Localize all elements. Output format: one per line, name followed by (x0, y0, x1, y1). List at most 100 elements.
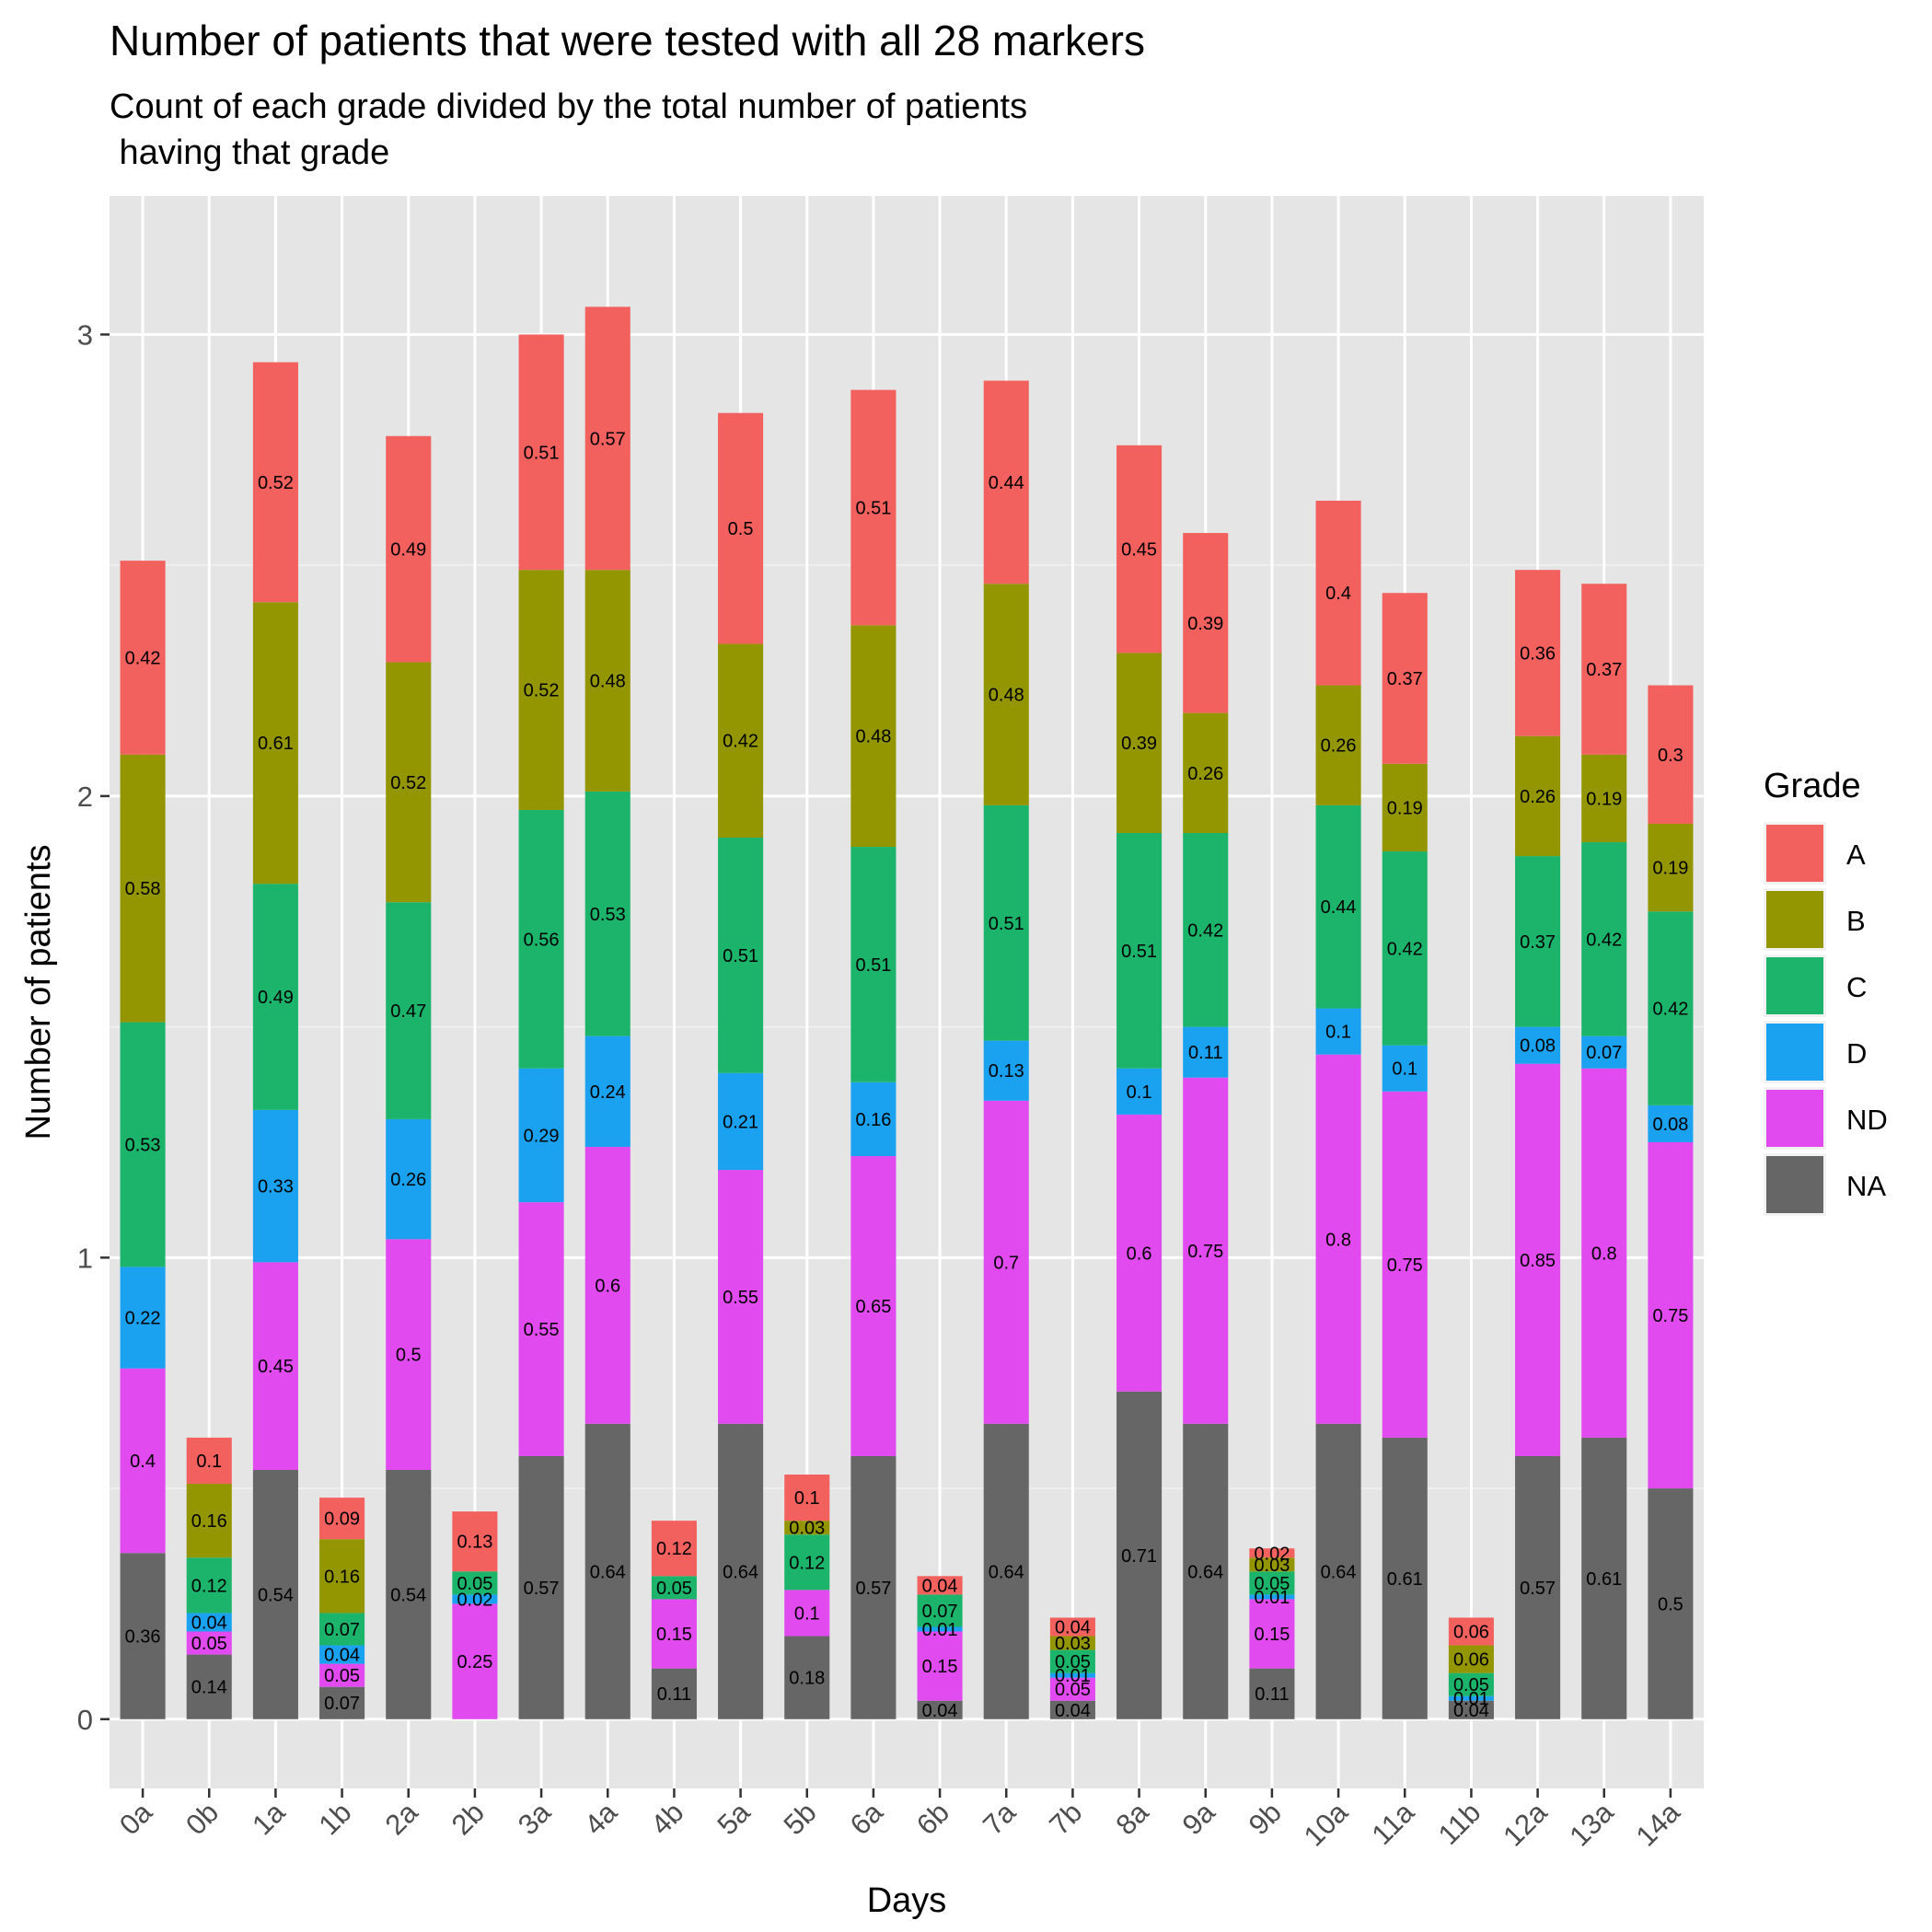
bar-label: 0.52 (258, 473, 294, 493)
bar-segment-c (319, 1613, 365, 1646)
bar-segment-a (1382, 593, 1428, 764)
bar-segment-c (1249, 1571, 1295, 1595)
bar-label: 0.1 (794, 1488, 820, 1509)
bar-label: 0.4 (130, 1452, 156, 1472)
bar-segment-nd (1049, 1677, 1095, 1701)
bar-segment-c (1448, 1672, 1494, 1696)
legend-swatch-a (1766, 825, 1823, 882)
bar-segment-na (1116, 1391, 1163, 1719)
bar-label: 0.42 (1187, 920, 1223, 941)
x-axis-title: Days (867, 1881, 947, 1920)
bar-segment-d (1581, 1035, 1627, 1069)
bar-segment-c (1581, 842, 1627, 1036)
bar-label: 0.18 (789, 1669, 825, 1689)
bar-label: 0.48 (590, 672, 626, 692)
bar-segment-nd (1648, 1141, 1694, 1489)
bar-segment-a (252, 362, 298, 603)
bar-segment-c (1315, 804, 1361, 1009)
bar-label: 0.26 (1520, 787, 1556, 807)
bar-segment-a (1448, 1617, 1494, 1646)
bar-label: 0.64 (590, 1562, 626, 1582)
bar-label: 0.12 (656, 1539, 692, 1559)
x-tick-label: 11b (1432, 1796, 1487, 1851)
x-tick-label: 8a (1109, 1796, 1155, 1842)
bar-label: 0.57 (524, 1579, 560, 1599)
y-tick-label: 1 (77, 1242, 93, 1274)
x-tick-label: 13a (1563, 1796, 1620, 1853)
bar-label: 0.3 (1658, 746, 1683, 766)
bar-label: 0.75 (1652, 1306, 1688, 1326)
bar-label: 0.1 (1325, 1023, 1351, 1043)
bar-label: 0.65 (855, 1297, 891, 1317)
bar-label: 0.01 (1453, 1689, 1489, 1709)
bar-label: 0.37 (1387, 669, 1423, 689)
bar-label: 0.51 (855, 955, 891, 976)
bar-label: 0.1 (196, 1452, 222, 1472)
bar-segment-a (120, 561, 166, 755)
bar-label: 0.8 (1591, 1244, 1617, 1264)
bar-segment-nd (983, 1100, 1029, 1424)
bar-segment-d (120, 1267, 166, 1369)
bar-label: 0.02 (1254, 1544, 1290, 1564)
y-axis-title: Number of patients (19, 844, 58, 1140)
bar-segment-d (917, 1626, 963, 1632)
x-tick-label: 2b (445, 1796, 491, 1841)
bar-segment-a (1049, 1617, 1095, 1637)
bar-label: 0.42 (125, 648, 161, 668)
bar-segment-a (784, 1475, 830, 1521)
bar-segment-na (1581, 1437, 1627, 1719)
bar-label: 0.16 (324, 1567, 360, 1587)
bar-label: 0.37 (1586, 660, 1622, 680)
bar-segment-d (1315, 1008, 1361, 1055)
bar-label: 0.05 (457, 1574, 492, 1594)
x-tick-label: 6b (910, 1796, 955, 1841)
bar-label: 0.5 (396, 1346, 422, 1366)
bar-segment-a (1648, 685, 1694, 824)
bar-segment-b (1049, 1636, 1095, 1650)
bar-label: 0.33 (258, 1177, 294, 1197)
bar-segment-a (983, 380, 1029, 584)
bar-label: 0.05 (1055, 1680, 1091, 1700)
bar-segment-a (1116, 445, 1163, 654)
bar-label: 0.11 (1255, 1684, 1289, 1705)
bar-segment-na (1515, 1455, 1561, 1719)
chart-subtitle-line-2: having that grade (110, 133, 389, 172)
bar-segment-c (1049, 1649, 1095, 1673)
bar-label: 0.55 (723, 1288, 758, 1308)
bar-label: 0.12 (191, 1576, 227, 1596)
bar-label: 0.05 (1254, 1574, 1290, 1594)
bar-label: 0.05 (1055, 1652, 1091, 1672)
x-tick-label: 5a (711, 1796, 757, 1842)
bar-segment-d (1515, 1026, 1561, 1064)
bar-segment-a (1515, 570, 1561, 736)
bar-label: 0.01 (1055, 1666, 1091, 1686)
legend-swatch-d (1766, 1024, 1823, 1081)
bar-label: 0.04 (191, 1613, 227, 1633)
bar-segment-nd (518, 1202, 564, 1456)
bar-segment-na (386, 1470, 432, 1719)
bar-segment-d (983, 1040, 1029, 1101)
bar-label: 0.13 (457, 1533, 492, 1553)
bar-segment-nd (784, 1590, 830, 1637)
bar-label: 0.15 (656, 1625, 692, 1645)
bar-segment-nd (850, 1156, 897, 1456)
bar-segment-c (1183, 833, 1229, 1027)
bar-label: 0.03 (789, 1519, 825, 1539)
bar-label: 0.55 (524, 1320, 560, 1340)
bar-label: 0.19 (1586, 789, 1622, 809)
bar-label: 0.42 (723, 732, 758, 752)
bar-label: 0.26 (1321, 736, 1357, 757)
bar-label: 0.47 (390, 1001, 426, 1022)
bar-label: 0.05 (656, 1579, 692, 1599)
bar-segment-c (983, 804, 1029, 1041)
x-tick-label: 6a (844, 1796, 890, 1842)
bar-segment-a (319, 1498, 365, 1540)
bar-label: 0.04 (922, 1701, 958, 1721)
bar-label: 0.08 (1652, 1115, 1688, 1135)
bar-label: 0.15 (922, 1657, 958, 1677)
bar-label: 0.8 (1325, 1230, 1351, 1250)
bar-segment-na (1249, 1668, 1295, 1719)
bar-segment-nd (186, 1631, 232, 1655)
bar-label: 0.6 (1127, 1244, 1152, 1264)
bar-label: 0.61 (1586, 1569, 1622, 1590)
